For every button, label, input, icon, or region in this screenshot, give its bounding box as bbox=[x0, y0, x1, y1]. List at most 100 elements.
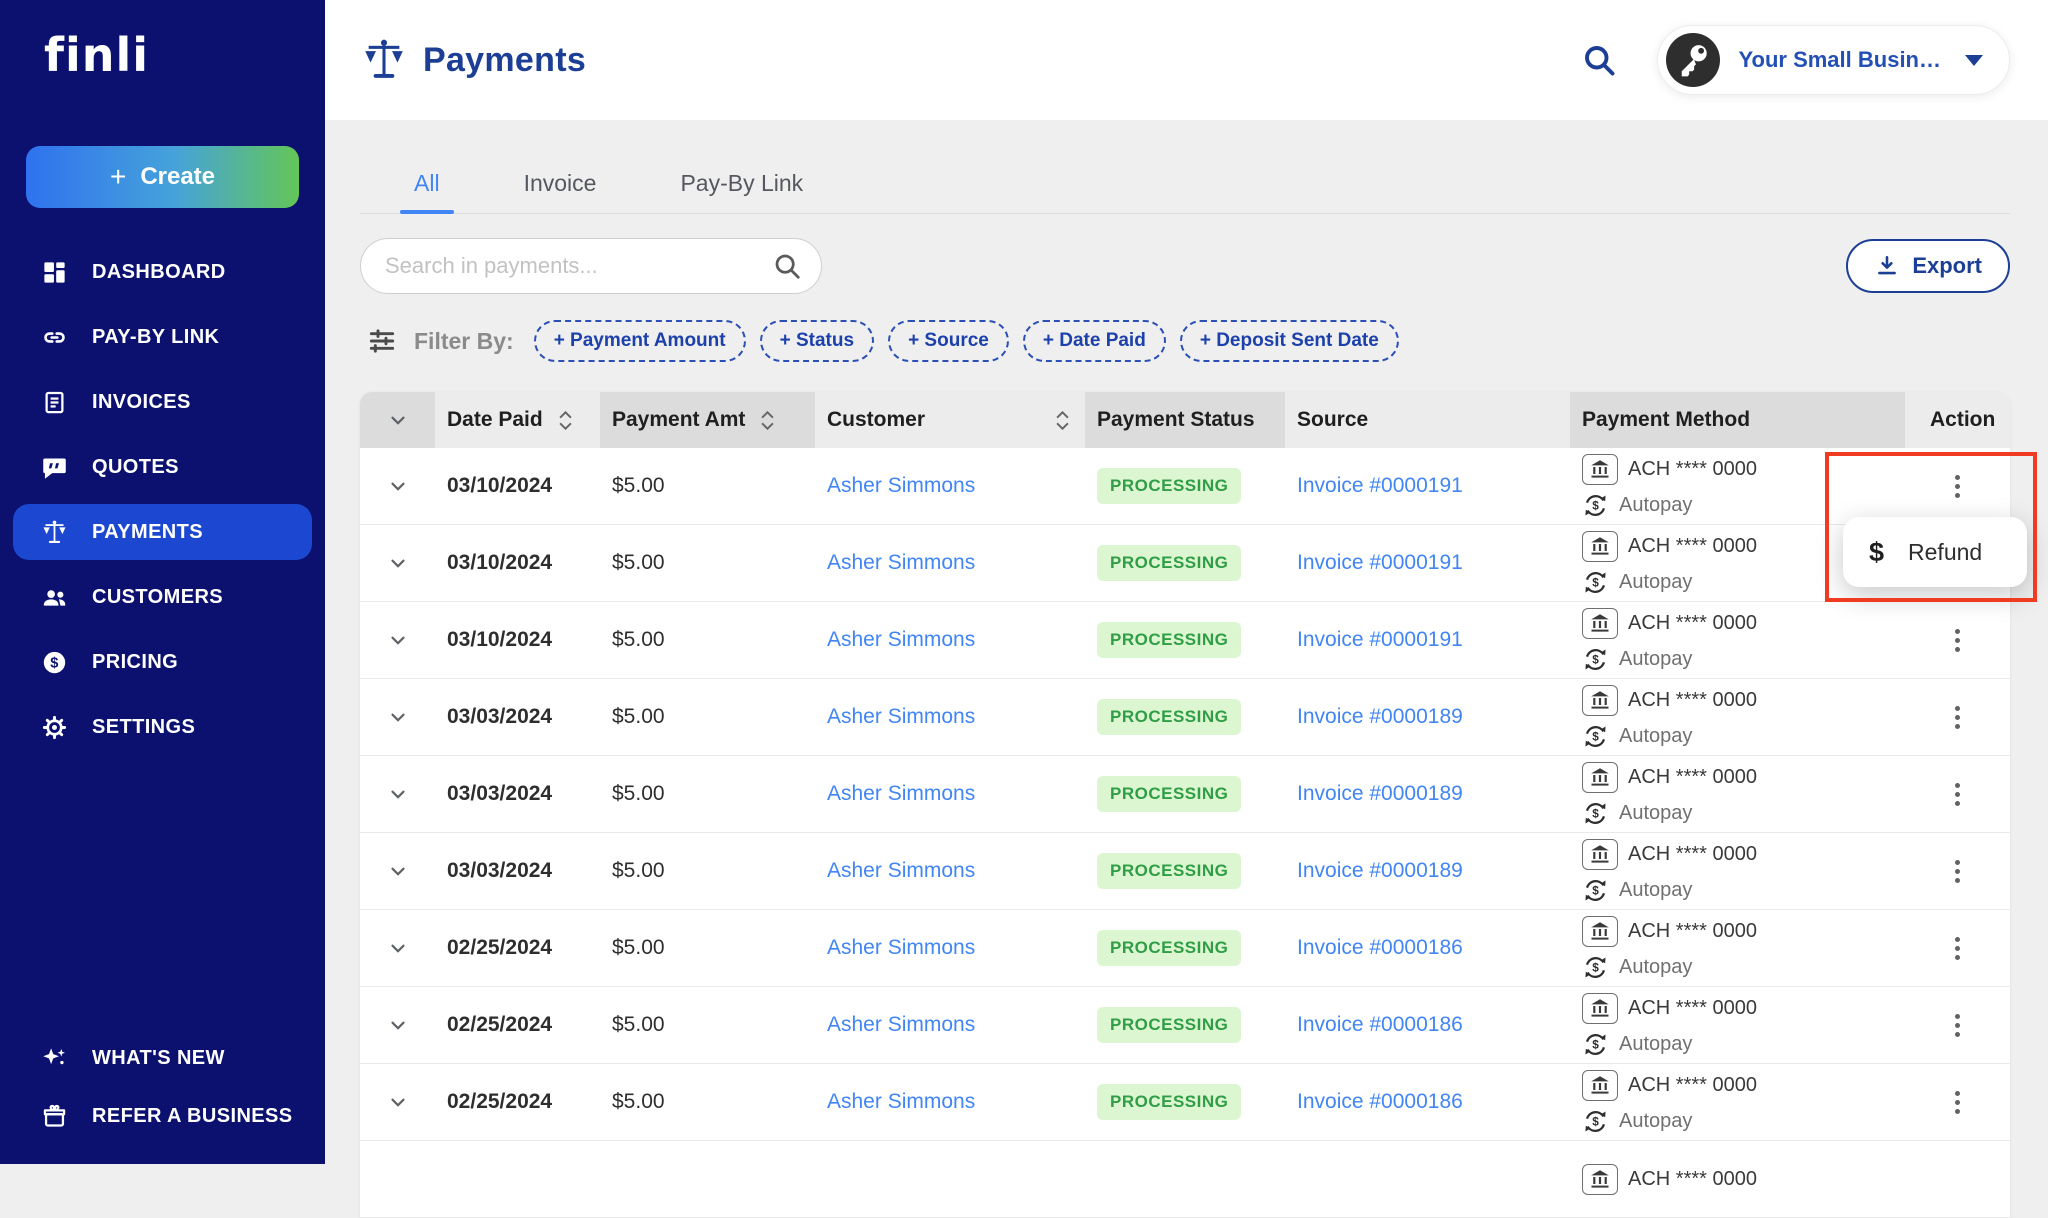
customer-link[interactable]: Asher Simmons bbox=[827, 782, 976, 805]
filter-chip-deposit-sent-date[interactable]: + Deposit Sent Date bbox=[1179, 320, 1399, 362]
chevron-down-icon bbox=[1965, 54, 1983, 66]
sidebar-item-whats-new[interactable]: WHAT'S NEW bbox=[13, 1030, 312, 1086]
source-invoice-link[interactable]: Invoice #0000191 bbox=[1297, 551, 1463, 574]
account-switcher[interactable]: Your Small Busin… bbox=[1657, 25, 2010, 95]
bank-icon bbox=[1582, 1163, 1618, 1195]
tabs: All Invoice Pay-By Link bbox=[360, 120, 2010, 214]
tab-invoice[interactable]: Invoice bbox=[510, 158, 611, 213]
method-line-1: ACH **** 0000 bbox=[1582, 838, 1757, 870]
customer-link[interactable]: Asher Simmons bbox=[827, 628, 976, 651]
row-expand-chevron-icon[interactable] bbox=[387, 706, 409, 728]
search-icon bbox=[772, 251, 802, 281]
column-header-payment-amt[interactable]: Payment Amt bbox=[600, 392, 815, 448]
sidebar-item-refer-a-business[interactable]: REFER A BUSINESS bbox=[13, 1088, 312, 1144]
row-expand-chevron-icon[interactable] bbox=[387, 1091, 409, 1113]
tab-pay-by-link[interactable]: Pay-By Link bbox=[666, 158, 817, 213]
refund-menu-item[interactable]: $ Refund bbox=[1843, 517, 2027, 587]
row-actions-kebab-icon[interactable] bbox=[1941, 1003, 1975, 1047]
date-paid-cell: 02/25/2024 bbox=[447, 1013, 553, 1036]
source-invoice-link[interactable]: Invoice #0000191 bbox=[1297, 628, 1463, 651]
svg-text:$: $ bbox=[1592, 498, 1599, 512]
global-search-icon[interactable] bbox=[1581, 42, 1617, 78]
create-button[interactable]: + Create bbox=[26, 146, 299, 208]
customer-link[interactable]: Asher Simmons bbox=[827, 705, 976, 728]
customer-link[interactable]: Asher Simmons bbox=[827, 474, 976, 497]
status-badge: PROCESSING bbox=[1097, 699, 1242, 735]
source-invoice-link[interactable]: Invoice #0000189 bbox=[1297, 859, 1463, 882]
customer-cell: Asher Simmons bbox=[815, 679, 1085, 755]
method-line-1: ACH **** 0000 bbox=[1582, 530, 1757, 562]
source-invoice-link[interactable]: Invoice #0000186 bbox=[1297, 1013, 1463, 1036]
customer-link[interactable]: Asher Simmons bbox=[827, 1090, 976, 1113]
sidebar-item-payments[interactable]: PAYMENTS bbox=[13, 504, 312, 560]
row-expand-chevron-icon[interactable] bbox=[387, 937, 409, 959]
column-header-customer[interactable]: Customer bbox=[815, 392, 1085, 448]
row-expand-chevron-icon[interactable] bbox=[387, 629, 409, 651]
table-row: 02/25/2024 $5.00 Asher Simmons PROCESSIN… bbox=[360, 910, 2010, 987]
column-header-date-paid[interactable]: Date Paid bbox=[435, 392, 600, 448]
action-cell bbox=[1905, 833, 2010, 909]
row-actions-kebab-icon[interactable] bbox=[1941, 849, 1975, 893]
payment-status-cell: PROCESSING bbox=[1085, 910, 1285, 986]
filter-chip-status[interactable]: + Status bbox=[759, 320, 875, 362]
row-expand-chevron-icon[interactable] bbox=[387, 783, 409, 805]
svg-text:$: $ bbox=[1592, 1114, 1599, 1128]
download-icon bbox=[1874, 253, 1900, 279]
row-actions-kebab-icon[interactable] bbox=[1941, 695, 1975, 739]
method-text: ACH **** 0000 bbox=[1628, 688, 1757, 711]
topbar-right: Your Small Busin… bbox=[1581, 25, 2010, 95]
row-actions-kebab-icon[interactable] bbox=[1941, 772, 1975, 816]
link-icon bbox=[41, 324, 68, 351]
filter-chip-date-paid[interactable]: + Date Paid bbox=[1022, 320, 1166, 362]
column-header-expander[interactable] bbox=[360, 392, 435, 448]
row-actions-kebab-icon[interactable] bbox=[1941, 1080, 1975, 1124]
sidebar-item-dashboard[interactable]: DASHBOARD bbox=[13, 244, 312, 300]
sidebar-item-invoices[interactable]: INVOICES bbox=[13, 374, 312, 430]
sidebar-item-settings[interactable]: SETTINGS bbox=[13, 699, 312, 755]
customer-link[interactable]: Asher Simmons bbox=[827, 936, 976, 959]
action-cell bbox=[1905, 679, 2010, 755]
quotes-icon bbox=[41, 454, 68, 481]
row-actions-kebab-icon[interactable] bbox=[1941, 926, 1975, 970]
search-input[interactable] bbox=[360, 238, 822, 294]
sidebar-item-customers[interactable]: CUSTOMERS bbox=[13, 569, 312, 625]
row-expander-cell bbox=[360, 910, 435, 986]
row-expand-chevron-icon[interactable] bbox=[387, 1014, 409, 1036]
source-invoice-link[interactable]: Invoice #0000191 bbox=[1297, 474, 1463, 497]
status-badge: PROCESSING bbox=[1097, 468, 1242, 504]
method-line-2: $ Autopay bbox=[1582, 1031, 1692, 1058]
source-cell bbox=[1285, 1141, 1570, 1217]
status-badge: PROCESSING bbox=[1097, 853, 1242, 889]
sidebar-item-pricing[interactable]: $ PRICING bbox=[13, 634, 312, 690]
source-invoice-link[interactable]: Invoice #0000189 bbox=[1297, 705, 1463, 728]
sidebar-item-quotes[interactable]: QUOTES bbox=[13, 439, 312, 495]
tab-all[interactable]: All bbox=[400, 158, 454, 214]
autopay-icon: $ bbox=[1585, 494, 1606, 516]
customer-link[interactable]: Asher Simmons bbox=[827, 1013, 976, 1036]
method-text: ACH **** 0000 bbox=[1628, 765, 1757, 788]
sidebar-item-label: CUSTOMERS bbox=[92, 585, 224, 608]
filter-chip-payment-amount[interactable]: + Payment Amount bbox=[533, 320, 746, 362]
source-invoice-link[interactable]: Invoice #0000186 bbox=[1297, 936, 1463, 959]
gear-icon bbox=[41, 714, 68, 741]
row-expand-chevron-icon[interactable] bbox=[387, 552, 409, 574]
customer-link[interactable]: Asher Simmons bbox=[827, 859, 976, 882]
row-expand-chevron-icon[interactable] bbox=[387, 475, 409, 497]
sidebar-item-pay-by-link[interactable]: PAY-BY LINK bbox=[13, 309, 312, 365]
method-line-1: ACH **** 0000 bbox=[1582, 607, 1757, 639]
row-actions-kebab-icon[interactable] bbox=[1941, 618, 1975, 662]
row-actions-kebab-icon[interactable] bbox=[1941, 464, 1975, 508]
source-invoice-link[interactable]: Invoice #0000189 bbox=[1297, 782, 1463, 805]
method-line-1: ACH **** 0000 bbox=[1582, 1069, 1757, 1101]
table-body: 03/10/2024 $5.00 Asher Simmons PROCESSIN… bbox=[360, 448, 2010, 1218]
svg-text:$: $ bbox=[1592, 1037, 1599, 1051]
export-button[interactable]: Export bbox=[1846, 239, 2010, 293]
method-text: ACH **** 0000 bbox=[1628, 919, 1757, 942]
row-expand-chevron-icon[interactable] bbox=[387, 860, 409, 882]
customer-link[interactable]: Asher Simmons bbox=[827, 551, 976, 574]
sidebar-item-label: SETTINGS bbox=[92, 715, 196, 738]
source-invoice-link[interactable]: Invoice #0000186 bbox=[1297, 1090, 1463, 1113]
payment-status-cell: PROCESSING bbox=[1085, 525, 1285, 601]
sort-icon bbox=[1056, 410, 1069, 430]
filter-chip-source[interactable]: + Source bbox=[888, 320, 1009, 362]
